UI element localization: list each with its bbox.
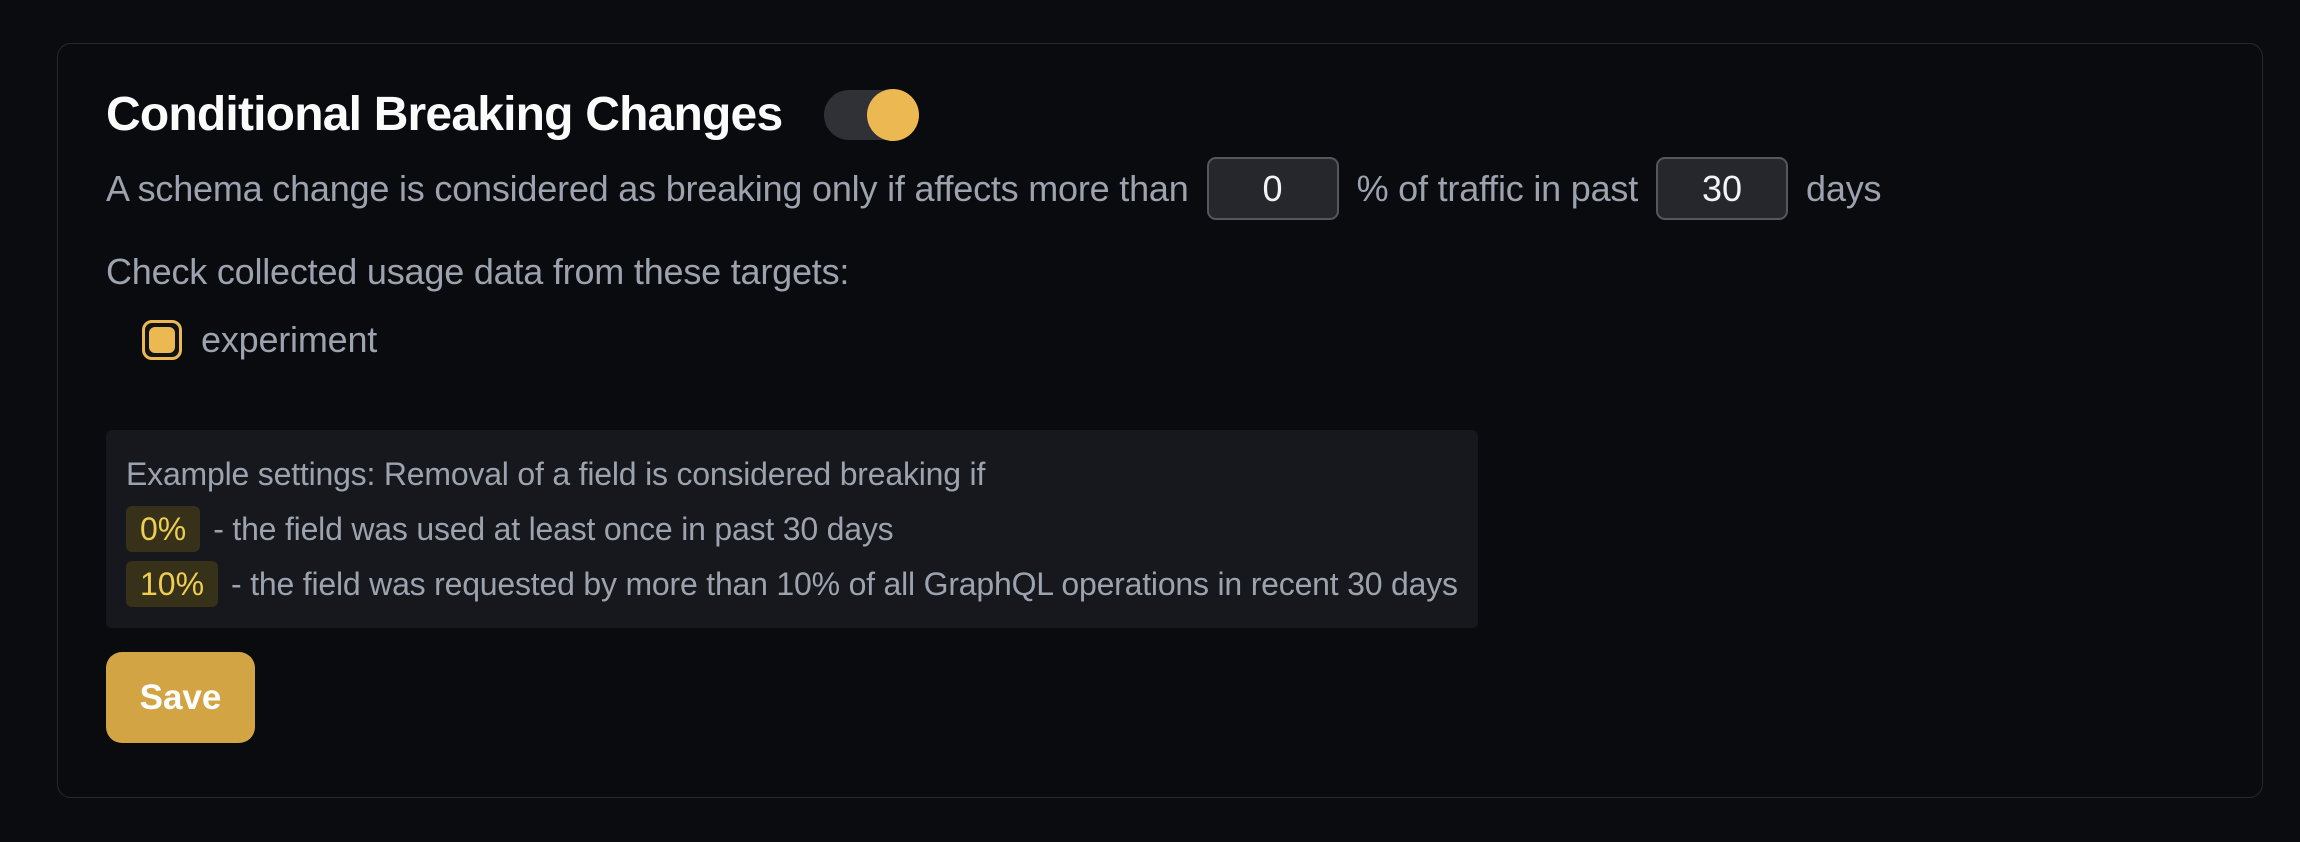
conditional-breaking-changes-card: Conditional Breaking Changes A schema ch…: [57, 43, 2263, 798]
save-button[interactable]: Save: [106, 652, 255, 743]
threshold-text-before: A schema change is considered as breakin…: [106, 167, 1189, 209]
example-settings-box: Example settings: Removal of a field is …: [106, 430, 1478, 628]
toggle-thumb-icon: [867, 89, 920, 141]
percent-threshold-input[interactable]: [1206, 157, 1339, 220]
example-row-text: - the field was requested by more than 1…: [231, 566, 1458, 602]
threshold-text-middle: % of traffic in past: [1356, 167, 1639, 209]
checkbox-checked-indicator-icon: [149, 327, 175, 353]
percent-badge: 10%: [126, 561, 219, 607]
example-row: 10% - the field was requested by more th…: [126, 561, 1458, 607]
example-row-text: - the field was used at least once in pa…: [213, 511, 894, 547]
target-name-label: experiment: [201, 319, 378, 360]
targets-label: Check collected usage data from these ta…: [106, 251, 850, 292]
card-header: Conditional Breaking Changes: [106, 89, 2214, 141]
target-experiment-checkbox[interactable]: [142, 320, 182, 360]
percent-badge: 0%: [126, 506, 201, 552]
example-row: 0% - the field was used at least once in…: [126, 506, 1458, 552]
page-title: Conditional Breaking Changes: [106, 88, 783, 141]
target-list-item: experiment: [142, 319, 2214, 361]
conditional-breaking-changes-toggle[interactable]: [824, 89, 920, 141]
days-period-input[interactable]: [1656, 157, 1789, 220]
example-intro-text: Example settings: Removal of a field is …: [126, 456, 986, 492]
threshold-text-after: days: [1806, 167, 1882, 209]
threshold-row: A schema change is considered as breakin…: [106, 157, 2214, 220]
